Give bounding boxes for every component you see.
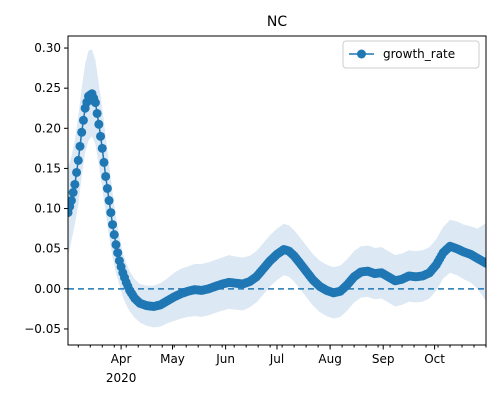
legend-marker-sample [357,49,366,59]
data-point [102,183,112,193]
data-point [72,167,82,177]
data-point [111,240,121,250]
data-point [481,258,486,268]
data-point [68,188,78,198]
data-point [101,171,111,181]
x-tick-label: May [160,352,185,366]
data-point [73,155,83,165]
plot-area [68,49,486,328]
chart-title: NC [267,14,287,30]
data-point [96,131,106,141]
x-tick-label: Aug [318,352,341,366]
y-tick-label: 0.25 [34,81,61,95]
data-point [75,141,85,151]
x-tick-label: Sep [372,352,395,366]
data-point [113,248,123,258]
data-point [77,127,87,137]
data-point [78,115,88,125]
y-tick-label: 0.10 [34,202,61,216]
data-point [108,220,118,230]
y-tick-label: −0.05 [24,322,61,336]
data-point [68,196,76,206]
legend: growth_rate [342,40,480,69]
data-point [97,143,107,153]
data-point [90,98,100,108]
x-tick-label: Apr [111,352,132,366]
x-tick-label: Oct [424,352,445,366]
y-tick-label: 0.30 [34,41,61,55]
data-point [109,230,119,240]
confidence-band [68,49,486,328]
x-tick-label: Jul [269,352,284,366]
data-point [106,208,116,218]
data-point [104,196,114,206]
y-tick-label: 0.15 [34,161,61,175]
x-tick-year-label: 2020 [106,371,137,385]
y-tick-label: 0.20 [34,121,61,135]
data-point [70,179,80,189]
x-tick-label: Jun [215,352,235,366]
axes: −0.05 0.00 0.05 0.10 0.15 0.20 0.25 0.30 Apr 2020… [24,35,487,385]
legend-label: growth_rate [383,47,455,61]
data-point [92,108,102,118]
plot-inner [68,49,486,328]
data-point [99,157,109,167]
y-tick-label: 0.05 [34,242,61,256]
legend-box [342,40,480,69]
y-tick-label: 0.00 [34,282,61,296]
data-point [94,119,104,129]
